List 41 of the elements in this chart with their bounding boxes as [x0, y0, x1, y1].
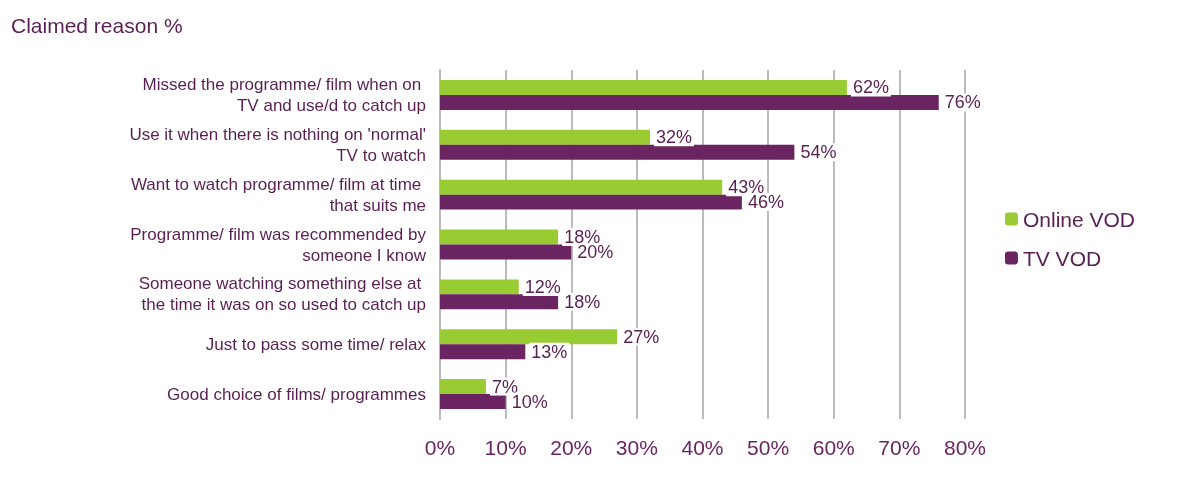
y-tick-label: Missed the programme/ film when on TV and use/d to catch up — [142, 74, 426, 115]
bar — [440, 79, 847, 95]
x-tick-label: 10% — [484, 436, 527, 459]
bar — [440, 194, 742, 210]
x-tick-label: 60% — [812, 436, 855, 459]
bar — [440, 244, 572, 260]
data-label: 27% — [623, 326, 660, 347]
data-label: 32% — [656, 127, 693, 148]
bar — [440, 279, 519, 295]
bar — [440, 229, 559, 245]
bar — [440, 94, 939, 110]
data-label: 76% — [944, 92, 981, 113]
x-tick-label: 40% — [681, 436, 724, 459]
x-tick-label: 0% — [424, 436, 456, 459]
x-tick-label: 30% — [615, 436, 658, 459]
legend-label: Online VOD — [1022, 207, 1135, 231]
data-label: 13% — [531, 341, 568, 362]
y-tick-label: Someone watching something else at the time it was on so used to catch up — [138, 274, 426, 315]
bar — [440, 394, 506, 410]
y-tick-label: Good choice of films/ programmes — [167, 384, 426, 404]
bar — [440, 179, 723, 195]
bar — [440, 329, 618, 345]
y-tick-label: Use it when there is nothing on 'normal' TV to watch — [129, 124, 426, 165]
bar — [440, 379, 486, 395]
x-tick-label: 50% — [747, 436, 790, 459]
data-label: 62% — [852, 77, 889, 98]
x-tick-label: 80% — [943, 436, 987, 459]
bar — [440, 294, 559, 310]
data-label: 12% — [524, 276, 561, 297]
x-tick-label: 70% — [878, 436, 921, 459]
bar — [440, 144, 795, 160]
bar — [440, 129, 650, 145]
y-tick-label: Just to pass some time/ relax — [205, 334, 427, 354]
x-tick-label: 20% — [550, 436, 593, 459]
data-label: 18% — [564, 291, 601, 312]
y-tick-label: Want to watch programme/ film at time that suits me — [130, 174, 426, 215]
bar — [440, 344, 526, 360]
y-tick-label: Programme/ film was recommended by someone I know — [130, 224, 427, 265]
legend-label: TV VOD — [1022, 246, 1102, 270]
data-label: 54% — [800, 142, 837, 163]
text: Claimed reason % — [11, 14, 183, 37]
